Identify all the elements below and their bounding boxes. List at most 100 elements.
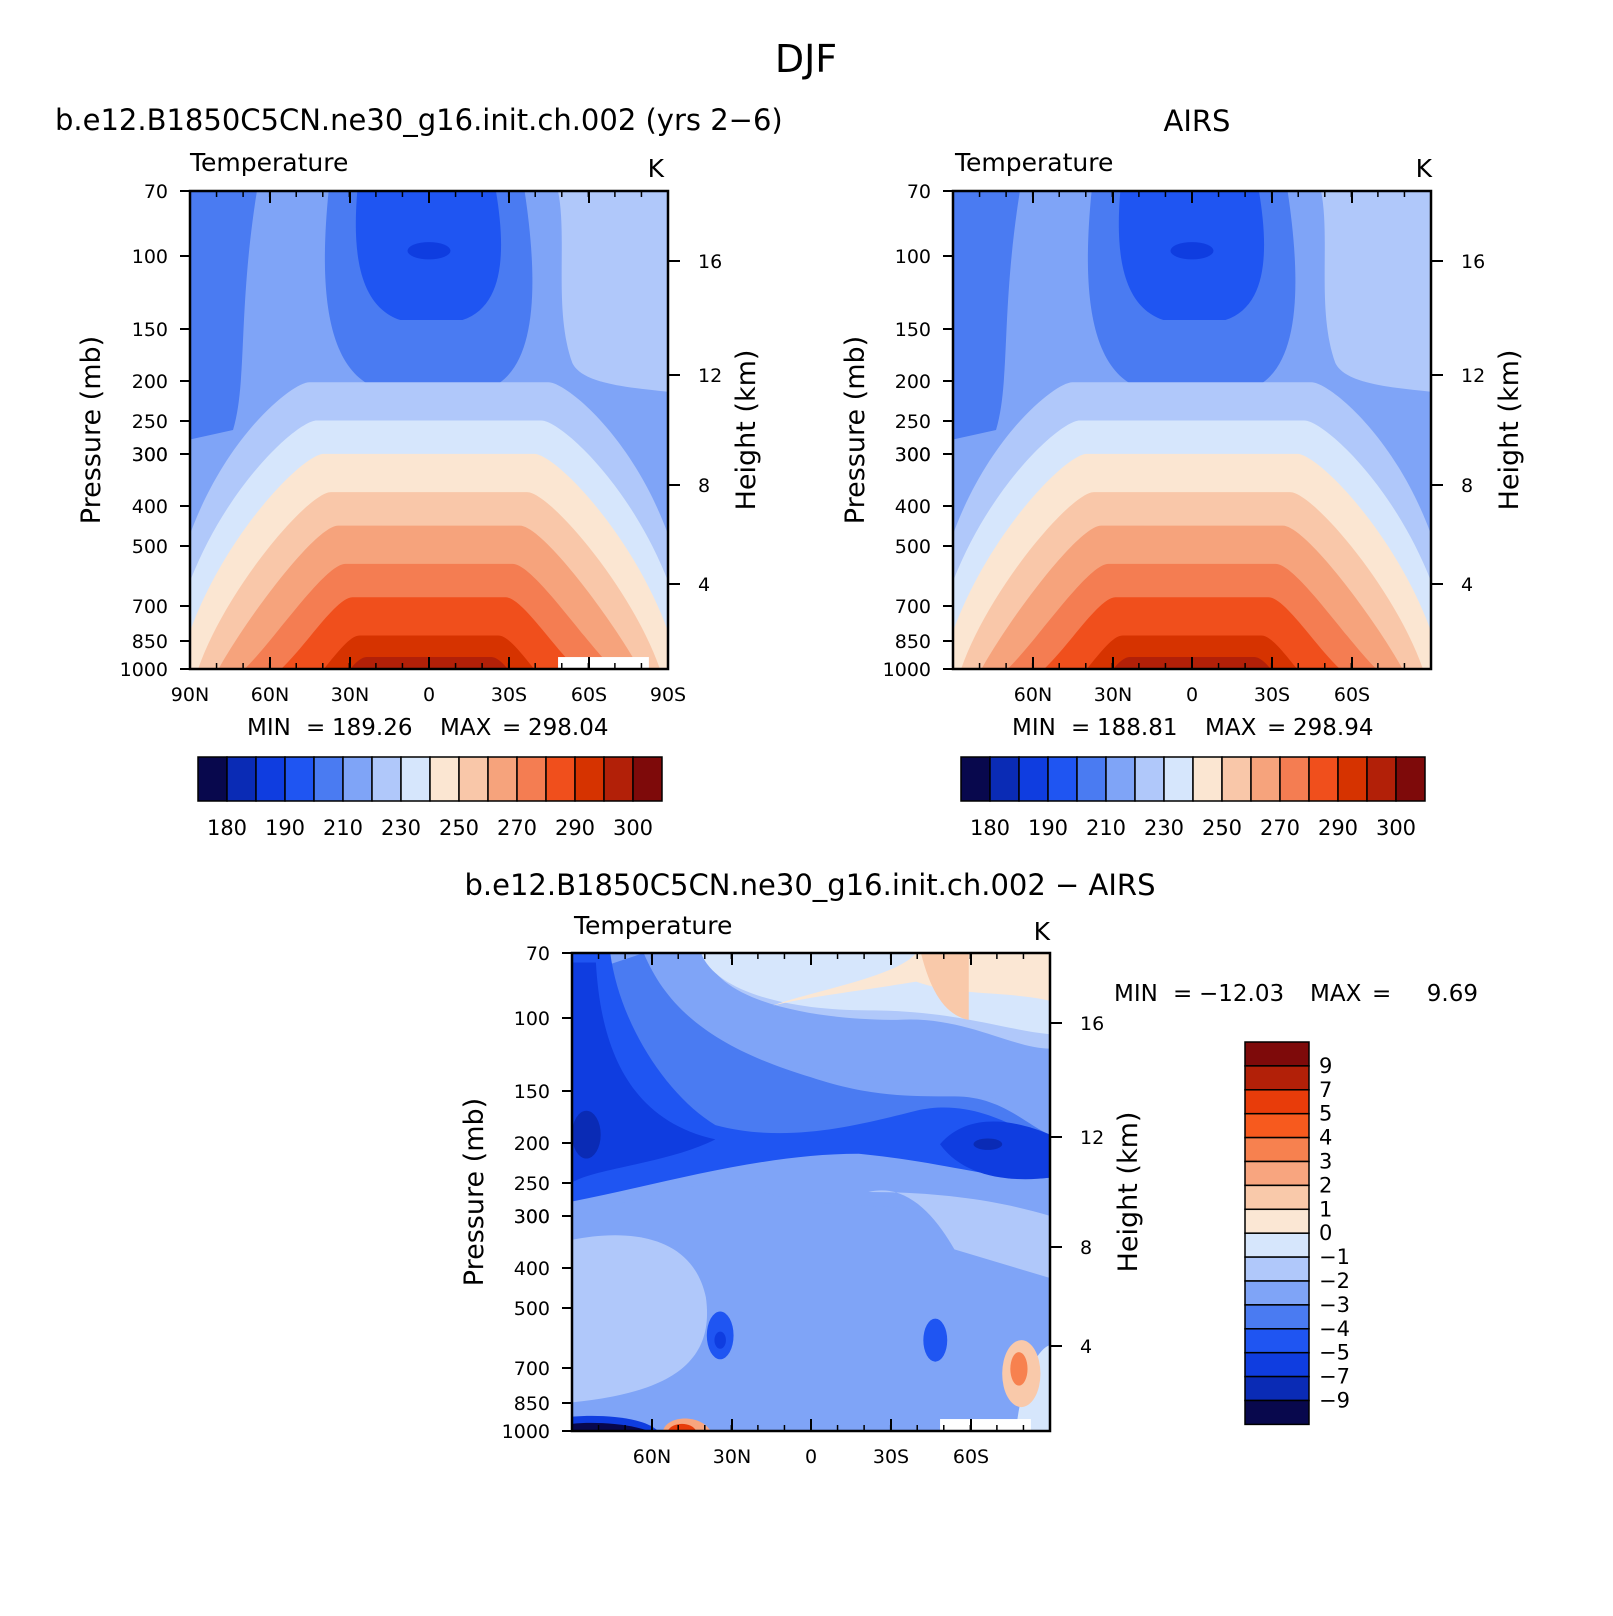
colorbar-swatch bbox=[1105, 756, 1136, 802]
colorbar-label: 290 bbox=[555, 816, 595, 840]
panel-model-axes: 90N 60N 30N 0 30S 60S 90S701001502002503003004… bbox=[120, 181, 723, 706]
colorbar-swatch bbox=[1366, 756, 1397, 802]
colorbar-swatch bbox=[1244, 1399, 1310, 1426]
colorbar-label: 1 bbox=[1319, 1197, 1332, 1221]
y-tick-label: 500 bbox=[132, 536, 168, 558]
x-tick-label: 90S bbox=[650, 684, 686, 706]
colorbar-swatch bbox=[1250, 756, 1281, 802]
y-tick-label: 1000 bbox=[120, 659, 168, 681]
colorbar-label: 270 bbox=[497, 816, 537, 840]
colorbar-swatch bbox=[1244, 1136, 1310, 1163]
colorbar-label: 180 bbox=[970, 816, 1010, 840]
panel-model-ylabel: Pressure (mb) bbox=[76, 336, 107, 524]
colorbar-swatch bbox=[603, 756, 634, 802]
colorbar-label: −9 bbox=[1319, 1389, 1350, 1413]
panel-model-y2label: Height (km) bbox=[731, 350, 762, 511]
colorbar-swatch bbox=[632, 756, 663, 802]
colorbar-label: −5 bbox=[1319, 1341, 1350, 1365]
figure-title: DJF bbox=[775, 37, 837, 81]
y2-tick-label: 8 bbox=[698, 475, 710, 497]
y2-tick-label: 12 bbox=[1461, 365, 1485, 387]
y2-tick-label: 12 bbox=[1080, 1127, 1104, 1149]
panel-obs-units: K bbox=[1416, 154, 1433, 183]
colorbar-label: 230 bbox=[1144, 816, 1184, 840]
colorbar-swatch bbox=[1244, 1351, 1310, 1378]
colorbar-label: 0 bbox=[1319, 1221, 1332, 1245]
y2-tick-label: 8 bbox=[1080, 1237, 1092, 1259]
contour-band bbox=[973, 1138, 1003, 1150]
colorbar-label: 210 bbox=[323, 816, 363, 840]
colorbar-swatch bbox=[1244, 1065, 1310, 1091]
panel-obs-colorbar: 180 190 210 230 250 270 290 300 bbox=[960, 756, 1426, 840]
panel-obs-y2label: Height (km) bbox=[1494, 350, 1525, 511]
colorbar-swatch bbox=[1244, 1280, 1310, 1306]
y2-tick-label: 8 bbox=[1461, 475, 1473, 497]
y-tick-label: 100 bbox=[895, 246, 931, 268]
y-tick-label: 150 bbox=[132, 319, 168, 341]
y-tick-label: 150 bbox=[895, 319, 931, 341]
y-tick-label: 300 bbox=[514, 1206, 550, 1228]
panel-obs-title: AIRS bbox=[1164, 104, 1231, 138]
colorbar-swatch bbox=[574, 756, 605, 802]
colorbar-swatch bbox=[1076, 756, 1107, 802]
y2-tick-label: 16 bbox=[698, 251, 722, 273]
x-tick-label: 60S bbox=[571, 684, 607, 706]
y-tick-label: 100 bbox=[514, 1008, 550, 1030]
panel-diff-y2label: Height (km) bbox=[1113, 1112, 1144, 1273]
colorbar-swatch bbox=[429, 756, 460, 802]
colorbar-swatch bbox=[1244, 1208, 1310, 1234]
panel-obs-min-label: MIN bbox=[1012, 715, 1056, 741]
y-tick-label: 850 bbox=[895, 631, 931, 653]
panel-obs-minmax: MIN = 188.81 MAX = 298.94 bbox=[1012, 715, 1373, 741]
y2-tick-label: 4 bbox=[698, 574, 710, 596]
x-tick-label: 60N bbox=[633, 1446, 671, 1468]
colorbar-label: −1 bbox=[1319, 1245, 1350, 1269]
y-tick-label: 500 bbox=[514, 1298, 550, 1320]
missing-data-patch bbox=[558, 657, 649, 669]
y-tick-label: 700 bbox=[132, 596, 168, 618]
contour-band bbox=[572, 962, 716, 1183]
y-tick-label: 200 bbox=[514, 1133, 550, 1155]
y-tick-label: 700 bbox=[514, 1358, 550, 1380]
colorbar-swatch bbox=[1047, 756, 1078, 802]
colorbar-swatch bbox=[197, 756, 228, 802]
panel-obs: AIRS Temperature K 60N 30N 0 30S 60S 70 100 150… bbox=[840, 104, 1525, 840]
contour-band bbox=[953, 191, 1020, 440]
y2-tick-label: 16 bbox=[1080, 1013, 1104, 1035]
colorbar-swatch bbox=[1395, 756, 1426, 802]
y-tick-label: 200 bbox=[895, 371, 931, 393]
colorbar-swatch bbox=[1244, 1041, 1310, 1067]
y-tick-label: 400 bbox=[895, 496, 931, 518]
panel-obs-min-value: 188.81 bbox=[1097, 715, 1177, 741]
colorbar-swatch bbox=[1221, 756, 1252, 802]
x-tick-label: 30N bbox=[1094, 684, 1132, 706]
panel-model-max-value: 298.04 bbox=[528, 715, 608, 741]
colorbar-swatch bbox=[226, 756, 257, 802]
colorbar-swatch bbox=[1308, 756, 1339, 802]
contour-band bbox=[923, 1318, 948, 1362]
colorbar-label: 2 bbox=[1319, 1173, 1332, 1197]
colorbar-swatch bbox=[400, 756, 431, 802]
y2-tick-label: 12 bbox=[698, 365, 722, 387]
y-tick-label: 300 bbox=[132, 444, 168, 466]
colorbar-swatch bbox=[516, 756, 547, 802]
y2-tick-label: 4 bbox=[1461, 574, 1473, 596]
panel-obs-min-eq: = bbox=[1071, 715, 1090, 741]
panel-diff-contour-field bbox=[572, 953, 1050, 1431]
panel-model-minmax: MIN = 189.26 MAX = 298.04 bbox=[247, 715, 608, 741]
colorbar-label: 180 bbox=[207, 816, 247, 840]
y-tick-label: 70 bbox=[526, 943, 550, 965]
x-tick-label: 30S bbox=[491, 684, 527, 706]
colorbar-swatch bbox=[342, 756, 373, 802]
contour-band bbox=[920, 953, 969, 1020]
y-tick-label: 850 bbox=[514, 1393, 550, 1415]
colorbar-swatch bbox=[1018, 756, 1049, 802]
colorbar-swatch bbox=[1244, 1160, 1310, 1187]
contour-band bbox=[1170, 242, 1214, 260]
panel-model-contour-field bbox=[190, 191, 668, 669]
panel-model: b.e12.B1850C5CN.ne30_g16.init.ch.002 (yr… bbox=[55, 103, 783, 840]
panel-diff-min-label: MIN bbox=[1114, 981, 1158, 1007]
panel-diff-title: b.e12.B1850C5CN.ne30_g16.init.ch.002 − A… bbox=[465, 868, 1156, 902]
